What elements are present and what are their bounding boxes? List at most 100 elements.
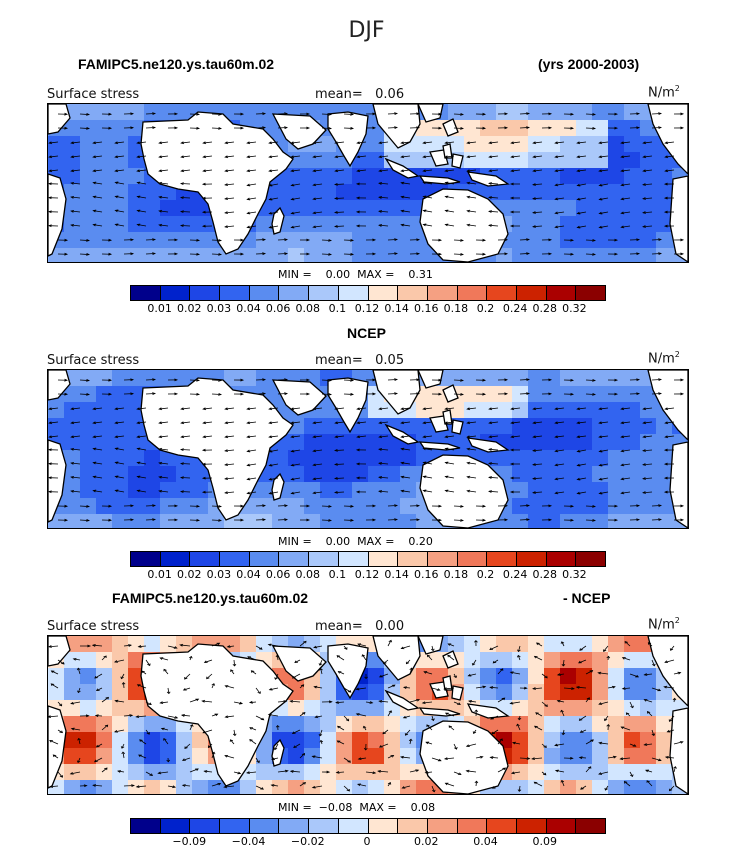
map-field-cell <box>384 498 401 515</box>
stress-vector <box>577 225 587 228</box>
stress-vector-head <box>378 421 383 425</box>
map-field-cell <box>272 184 289 201</box>
stress-vector <box>189 698 199 703</box>
map-field-cell <box>560 136 577 153</box>
map-field-cell <box>208 248 225 262</box>
stress-vector-head <box>444 169 449 173</box>
map-field-cell <box>608 168 625 185</box>
stress-vector-head <box>240 252 245 256</box>
stress-vector-head <box>668 719 673 722</box>
stress-vector-head <box>328 378 333 382</box>
stress-vector <box>467 141 477 144</box>
map-field-cell <box>464 402 481 419</box>
stress-vector <box>644 699 653 703</box>
stress-vector <box>467 407 477 410</box>
stress-vector-head <box>426 654 431 658</box>
colorbar-swatch <box>487 286 517 300</box>
stress-vector <box>401 224 411 227</box>
stress-vector <box>230 739 235 745</box>
stress-vector-head <box>612 755 617 759</box>
stress-vector <box>423 210 433 213</box>
stress-vector <box>519 113 529 115</box>
map-field-cell <box>592 184 609 201</box>
stress-vector <box>621 155 631 158</box>
stress-vector <box>206 673 213 680</box>
map-field-cell <box>528 636 545 653</box>
map-field-cell <box>96 418 113 435</box>
stress-vector <box>184 743 191 749</box>
stress-vector <box>401 490 411 493</box>
stress-vector-head <box>158 461 163 465</box>
map-field-cell <box>96 764 113 781</box>
map-field-cell <box>544 700 561 717</box>
stress-vector-head <box>579 730 584 733</box>
stress-vector <box>335 435 345 438</box>
stress-vector-head <box>554 463 559 467</box>
stress-vector-head <box>680 112 685 116</box>
map-field-cell <box>448 636 465 653</box>
map-field-cell <box>608 248 625 262</box>
stress-vector-head <box>570 378 575 382</box>
stress-vector <box>445 462 455 465</box>
stress-vector <box>335 211 345 213</box>
map-field-cell <box>272 780 289 794</box>
colorbar-tick-label: 0.16 <box>414 302 439 315</box>
colorbar-swatch <box>160 286 191 300</box>
stress-vector-head <box>246 211 251 215</box>
stress-vector <box>335 491 345 493</box>
map-field-cell <box>304 232 321 249</box>
stress-vector <box>137 435 147 438</box>
stress-vector <box>621 449 631 452</box>
stress-vector <box>167 687 170 694</box>
stress-vector <box>651 659 655 666</box>
map-field-cell <box>496 636 513 653</box>
stress-vector-head <box>196 126 201 130</box>
stress-vector <box>167 645 177 649</box>
map-field-cell <box>624 684 641 701</box>
map-field-cell <box>656 168 673 185</box>
map-field-cell <box>112 668 129 685</box>
colorbar-tick-label: 0.2 <box>476 302 495 315</box>
stress-vector <box>269 687 279 691</box>
stress-vector-head <box>578 756 583 760</box>
stress-vector-head <box>152 126 157 130</box>
stress-vector-head <box>509 182 514 186</box>
map-field-cell <box>576 152 593 169</box>
map-landmass <box>384 157 420 179</box>
stress-vector-head <box>70 435 75 439</box>
stress-vector-head <box>355 490 360 494</box>
stress-vector <box>79 113 89 115</box>
stress-vector-head <box>438 126 443 130</box>
stress-vector-head <box>422 461 427 465</box>
stress-vector-head <box>152 518 157 522</box>
stress-vector <box>555 463 565 466</box>
stress-vector-head <box>424 771 429 774</box>
stress-vector-head <box>570 504 575 508</box>
stress-vector <box>577 407 587 410</box>
stress-vector-head <box>391 684 396 688</box>
stress-vector-head <box>224 421 229 425</box>
map-field-cell <box>400 732 417 749</box>
stress-vector <box>621 169 631 172</box>
stress-vector <box>71 210 81 213</box>
map-landmass <box>466 703 510 719</box>
stress-vector-head <box>598 435 603 439</box>
stress-vector <box>313 407 323 410</box>
stress-vector-head <box>598 141 603 145</box>
map-field-cell <box>400 780 417 794</box>
stress-vector-head <box>257 691 261 695</box>
stress-vector-head <box>532 491 536 494</box>
stress-vector-head <box>421 701 426 705</box>
stress-vector-head <box>422 489 427 493</box>
stress-vector-head <box>201 196 206 200</box>
stress-vector <box>277 700 287 703</box>
stress-vector-head <box>621 687 626 690</box>
stress-vector <box>585 393 595 395</box>
stress-vector-head <box>239 701 244 705</box>
map-field-cell <box>528 434 545 451</box>
stress-vector-head <box>436 688 441 691</box>
map-landmass <box>271 645 327 682</box>
stress-vector-head <box>657 688 662 692</box>
stress-vector <box>145 771 153 776</box>
map-field-cell <box>496 152 513 169</box>
